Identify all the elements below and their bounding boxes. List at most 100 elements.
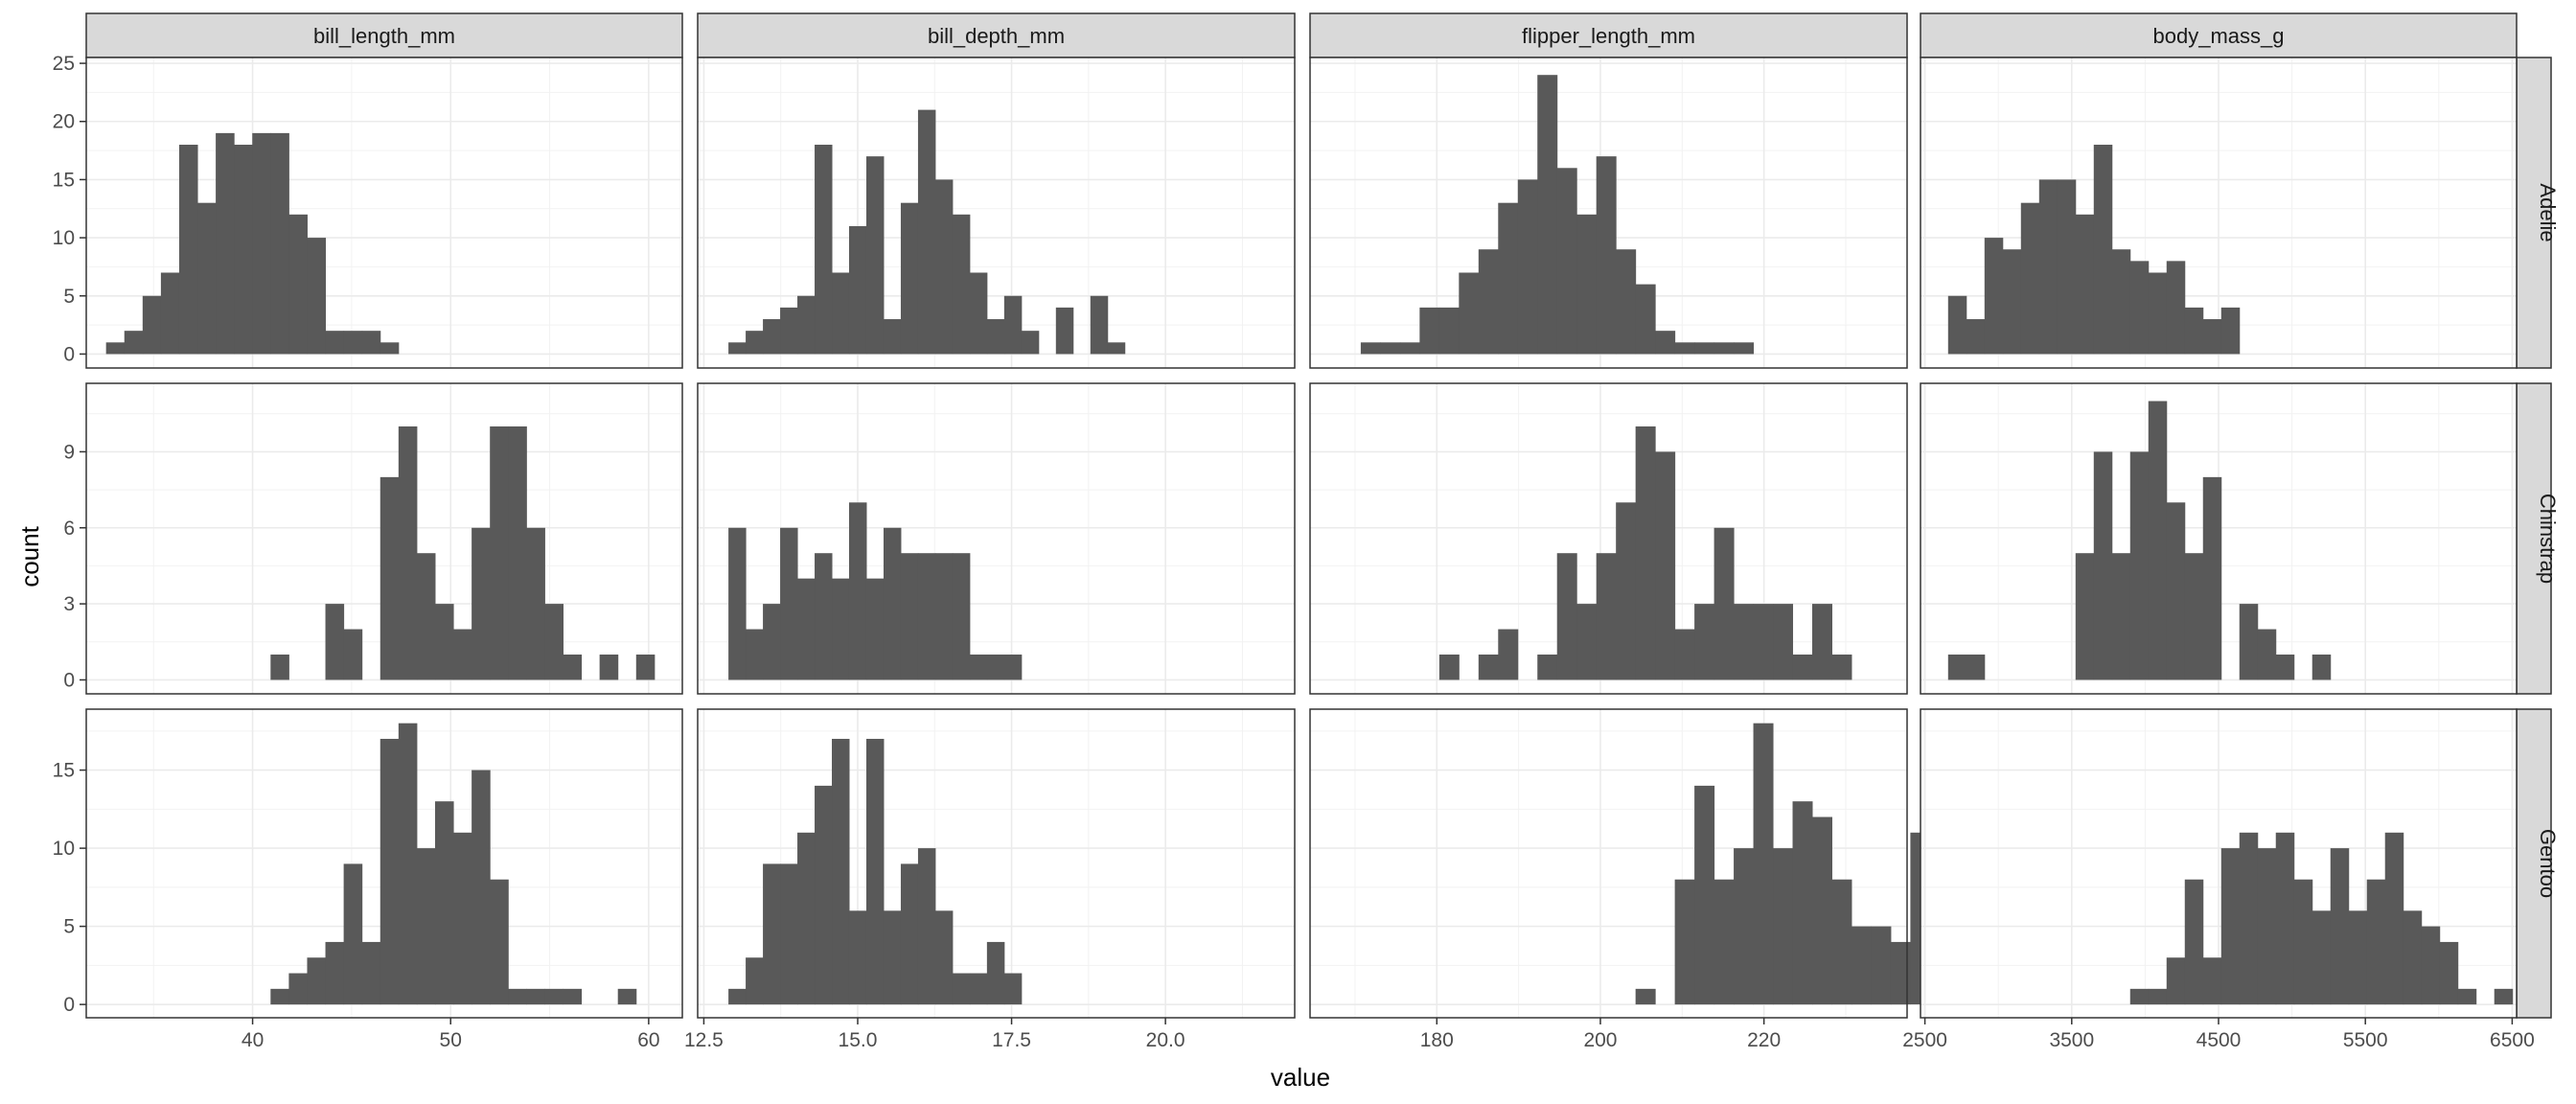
- x-tick-label: 220: [1747, 1029, 1781, 1051]
- histogram-bar: [969, 272, 988, 355]
- panel-border: [85, 382, 683, 695]
- histogram-bar: [617, 988, 637, 1005]
- histogram-bar: [1714, 527, 1735, 680]
- histogram-bar: [1090, 295, 1109, 355]
- histogram-bar: [325, 604, 345, 680]
- histogram-bar: [1003, 295, 1023, 355]
- histogram-bar: [900, 863, 919, 1005]
- histogram-bar: [832, 738, 850, 1005]
- histogram-bar: [1003, 655, 1023, 680]
- histogram-bar: [934, 910, 954, 1005]
- y-tick-label: 25: [53, 53, 75, 75]
- histogram-bar: [563, 988, 583, 1005]
- histogram-bar: [490, 879, 509, 1005]
- histogram-bar: [398, 723, 418, 1005]
- histogram-bar: [986, 655, 1005, 680]
- histogram-bar: [763, 863, 781, 1005]
- histogram-bar: [2421, 926, 2441, 1005]
- histogram-bar: [325, 331, 345, 355]
- histogram-bar: [563, 655, 583, 680]
- panel-border: [1309, 57, 1908, 369]
- strip-label: bill_length_mm: [313, 24, 455, 48]
- histogram-bar: [728, 527, 747, 680]
- histogram-bar: [865, 578, 885, 680]
- strip-background: [1920, 12, 2518, 58]
- histogram-bar: [453, 832, 472, 1005]
- x-tick-label: 5500: [2343, 1029, 2388, 1051]
- histogram-bar: [1438, 307, 1460, 355]
- histogram-bar: [832, 578, 850, 680]
- y-axis-title: count: [15, 525, 44, 586]
- histogram-bar: [1576, 604, 1598, 680]
- histogram-bar: [380, 342, 400, 355]
- histogram-bar: [288, 214, 308, 355]
- histogram-bar: [1576, 214, 1598, 355]
- histogram-bar: [2202, 476, 2222, 680]
- histogram-bar: [216, 132, 235, 355]
- strip-label: Gentoo: [2536, 829, 2560, 898]
- strip-background: [697, 12, 1296, 58]
- histogram-bar: [1734, 342, 1755, 355]
- histogram-bar: [2348, 910, 2368, 1005]
- histogram-bar: [2312, 910, 2332, 1005]
- histogram-bar: [1107, 342, 1126, 355]
- row-strip-Gentoo: Gentoo: [2516, 708, 2560, 1019]
- histogram-bar: [1966, 655, 1986, 680]
- histogram-bar: [1674, 629, 1695, 680]
- y-tick-label: 0: [63, 343, 75, 365]
- histogram-bar: [917, 109, 936, 355]
- histogram-bar: [2111, 249, 2131, 355]
- y-tick-label: 0: [63, 994, 75, 1016]
- histogram-bar: [1674, 342, 1695, 355]
- histogram-bar: [2148, 401, 2168, 680]
- histogram-bar: [1616, 502, 1637, 680]
- histogram-bar: [307, 957, 327, 1005]
- histogram-bar: [270, 132, 289, 355]
- strip-label: flipper_length_mm: [1522, 24, 1695, 48]
- histogram-bar: [728, 988, 747, 1005]
- histogram-bar: [1537, 75, 1558, 355]
- histogram-bar: [883, 527, 902, 680]
- histogram-bar: [1812, 604, 1832, 680]
- histogram-bar: [2184, 553, 2204, 680]
- histogram-bar: [508, 426, 527, 680]
- y-tick-label: 0: [63, 669, 75, 691]
- histogram-bar: [2057, 179, 2077, 355]
- histogram-bar: [1616, 249, 1637, 355]
- histogram-bar: [2366, 879, 2386, 1005]
- histogram-bar: [178, 145, 198, 355]
- histogram-bar: [1596, 156, 1617, 355]
- panel-Adelie-bill_depth_mm: [697, 57, 1296, 369]
- histogram-bar: [416, 553, 436, 680]
- histogram-bar: [2148, 988, 2168, 1005]
- y-tick-label: 5: [63, 916, 75, 938]
- histogram-bar: [1537, 655, 1558, 680]
- histogram-bar: [780, 863, 798, 1005]
- panel-border: [697, 382, 1296, 695]
- histogram-bar: [2275, 655, 2295, 680]
- y-tick-label: 3: [63, 593, 75, 615]
- strip-background: [85, 12, 683, 58]
- histogram-bar: [2457, 988, 2477, 1005]
- panel-border: [1920, 382, 2518, 695]
- x-tick-label: 40: [242, 1029, 264, 1051]
- y-tick-label: 6: [63, 518, 75, 540]
- histogram-bar: [1635, 988, 1656, 1005]
- histogram-bar: [1714, 342, 1735, 355]
- histogram-bar: [1694, 785, 1715, 1005]
- histogram-bar: [728, 342, 747, 355]
- histogram-bar: [1773, 848, 1794, 1005]
- histogram-bar: [2093, 451, 2113, 680]
- histogram-bar: [1596, 553, 1617, 680]
- column-strip-flipper_length_mm: flipper_length_mm: [1309, 12, 1908, 58]
- panel-Chinstrap-body_mass_g: [1920, 382, 2518, 695]
- histogram-bar: [252, 132, 271, 355]
- histogram-bar: [848, 910, 867, 1005]
- histogram-bar: [2129, 451, 2150, 680]
- histogram-bar: [815, 785, 833, 1005]
- panel-border: [697, 57, 1296, 369]
- histogram-bar: [1517, 179, 1538, 355]
- histogram-bar: [934, 179, 954, 355]
- histogram-bar: [380, 476, 400, 680]
- histogram-bar: [1478, 655, 1499, 680]
